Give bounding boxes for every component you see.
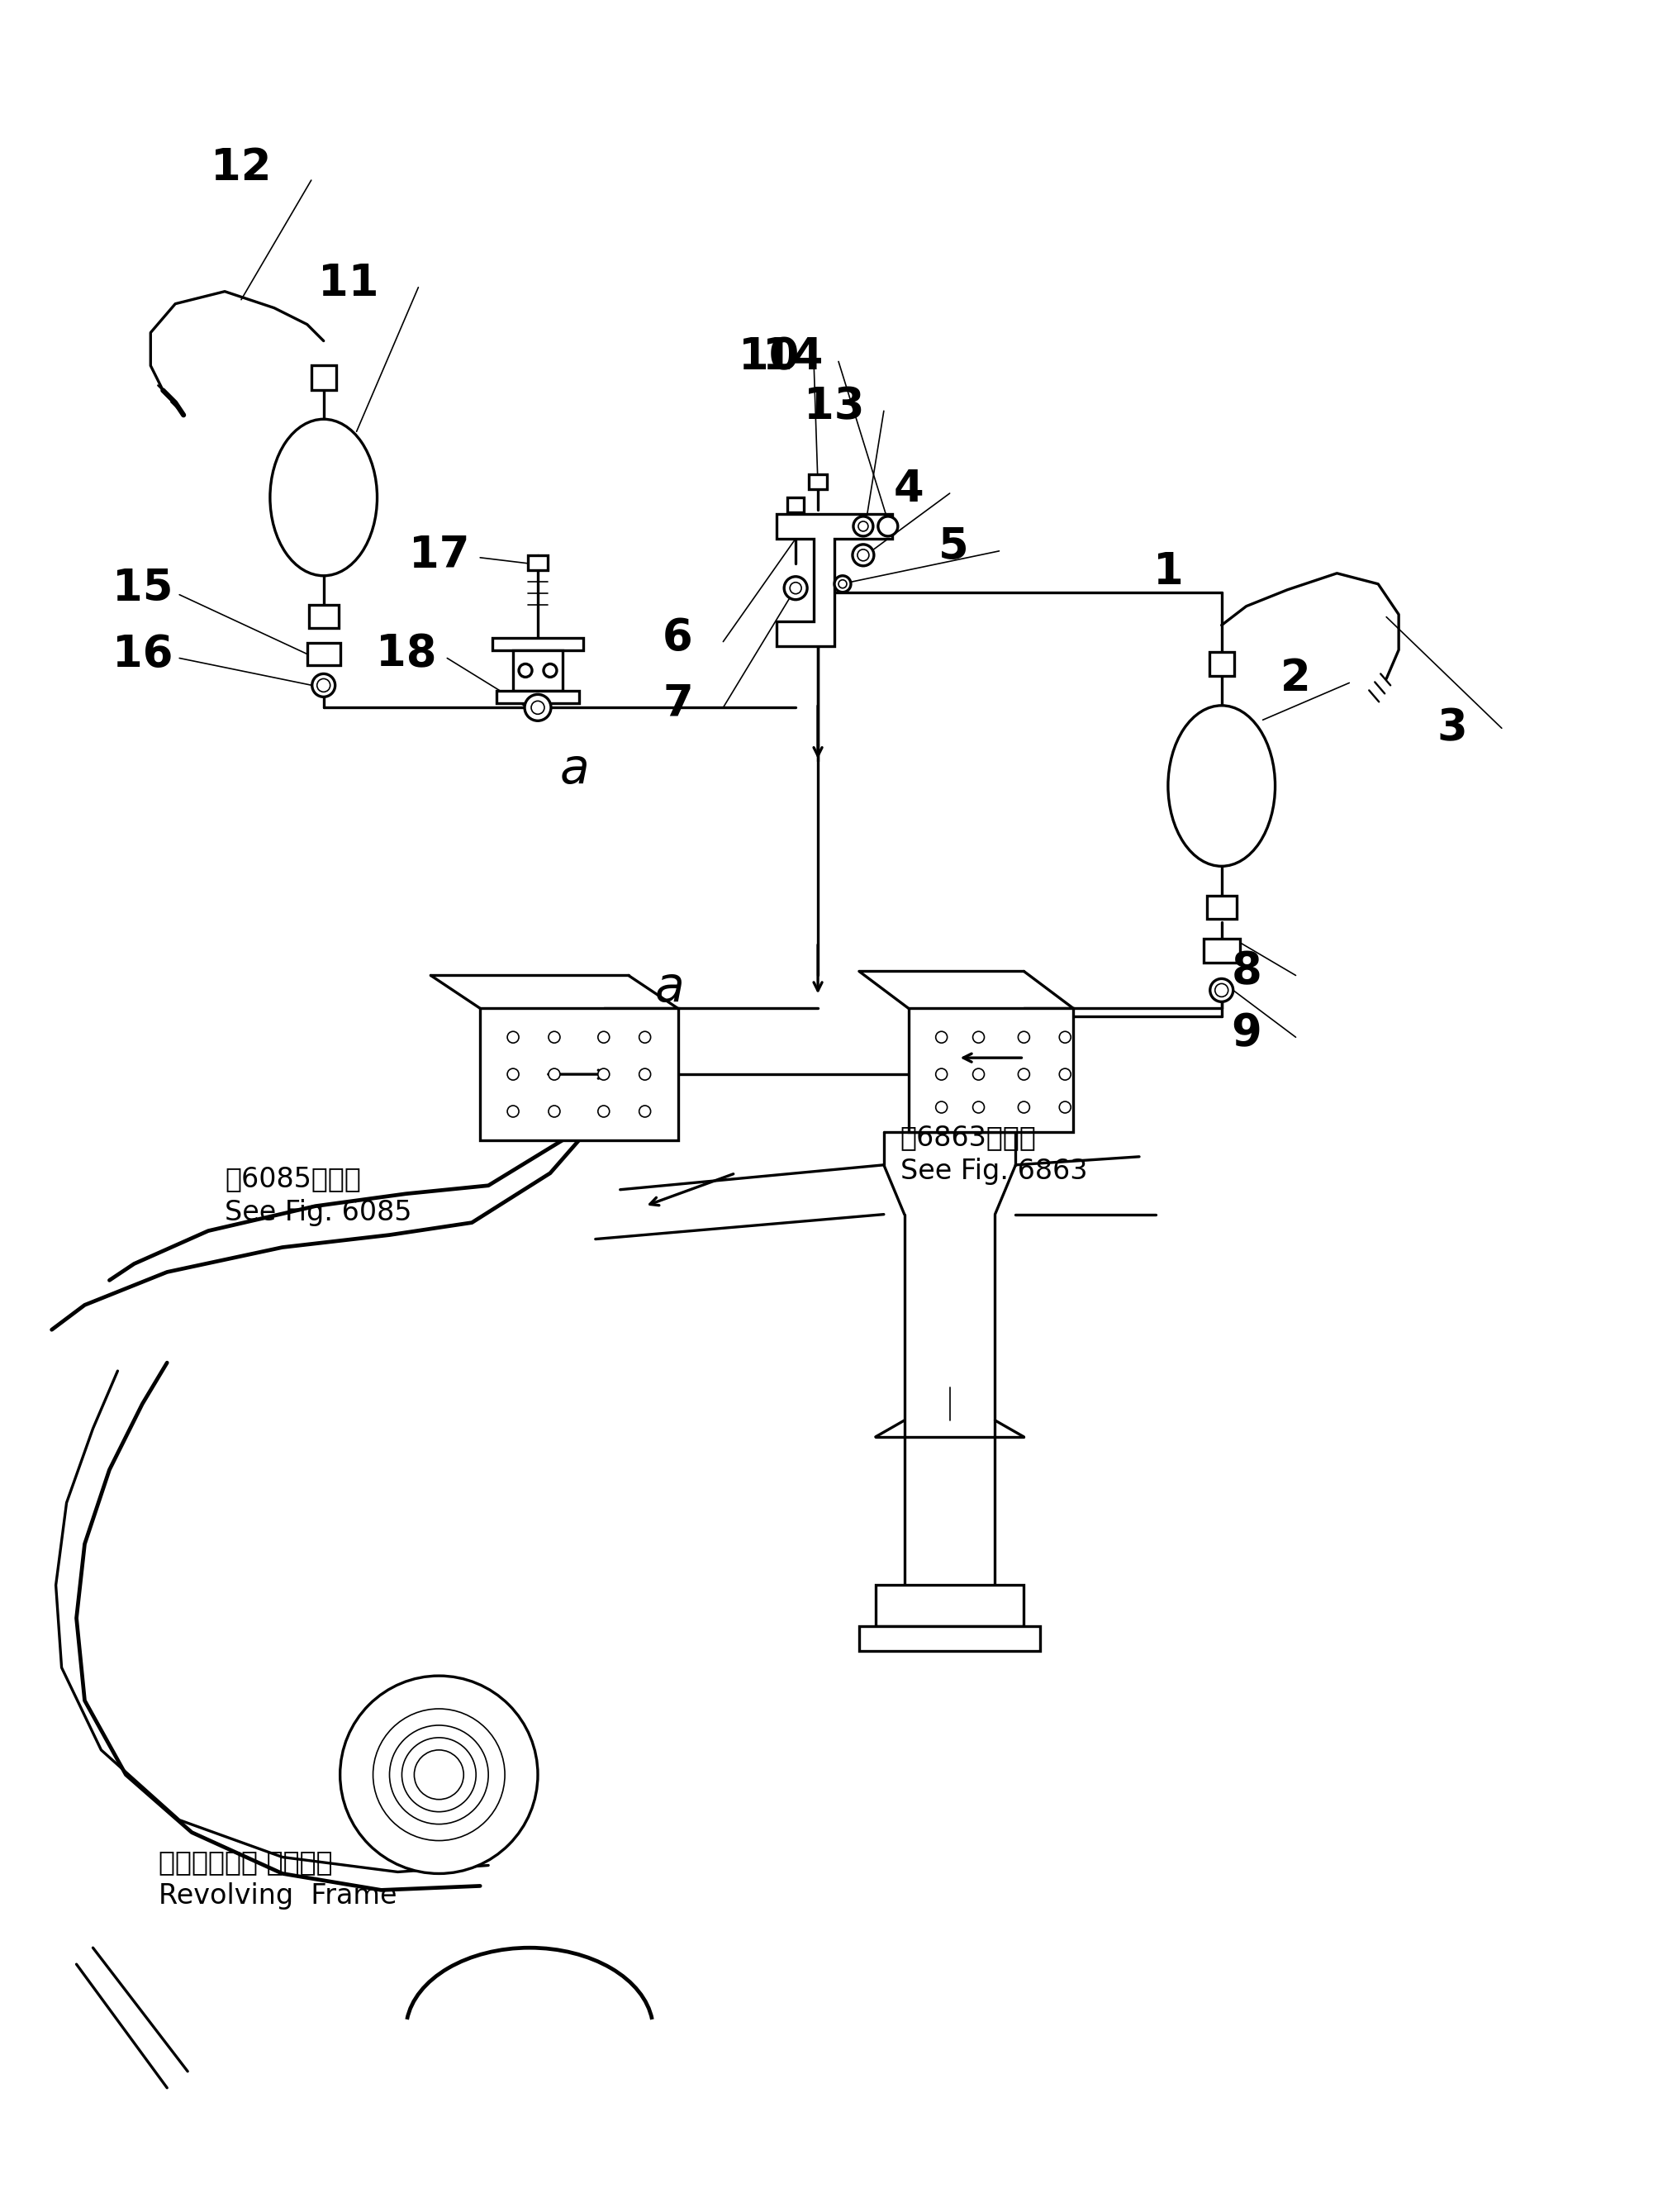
Text: 第6863図参照
See Fig. 6863: 第6863図参照 See Fig. 6863 [901,1124,1087,1186]
Circle shape [835,575,850,593]
Circle shape [543,664,557,677]
Text: 16: 16 [112,633,173,675]
Bar [513,650,562,690]
Circle shape [852,544,874,566]
Text: 6: 6 [662,617,693,659]
Bar [875,1586,1025,1626]
Circle shape [639,1031,651,1044]
Circle shape [639,1068,651,1079]
Circle shape [508,1106,518,1117]
Circle shape [312,675,335,697]
Circle shape [532,701,545,714]
Bar [1207,896,1236,918]
Ellipse shape [1169,706,1275,867]
Circle shape [1060,1068,1072,1079]
Bar [859,1626,1040,1650]
Circle shape [973,1068,984,1079]
Bar [480,1009,678,1139]
Text: 4: 4 [894,467,924,511]
Circle shape [518,664,532,677]
Circle shape [599,1031,609,1044]
Circle shape [1060,1031,1072,1044]
Text: 1: 1 [1152,551,1184,593]
Circle shape [340,1677,538,1874]
Circle shape [973,1102,984,1113]
Circle shape [1216,984,1228,998]
Bar [1204,938,1239,962]
Circle shape [525,695,552,721]
Text: 17: 17 [409,533,470,577]
Circle shape [857,549,869,562]
Circle shape [854,515,874,535]
Text: 9: 9 [1231,1011,1261,1055]
Circle shape [859,522,869,531]
Text: 14: 14 [763,336,823,378]
Bar [309,604,339,628]
Bar [312,365,335,389]
Text: 2: 2 [1281,657,1311,701]
Bar [808,473,827,489]
Bar [528,555,548,571]
Circle shape [936,1031,948,1044]
Circle shape [1018,1031,1030,1044]
Ellipse shape [270,418,377,575]
Bar [496,690,579,703]
Text: レボルビング フレーム
Revolving  Frame: レボルビング フレーム Revolving Frame [159,1849,397,1909]
Text: a: a [560,745,590,792]
Bar [909,1009,1073,1133]
Text: 7: 7 [662,681,693,726]
Circle shape [1211,978,1233,1002]
Text: a: a [654,964,684,1011]
Bar [307,641,340,666]
Circle shape [508,1068,518,1079]
Circle shape [1018,1102,1030,1113]
Circle shape [599,1106,609,1117]
Circle shape [508,1031,518,1044]
Circle shape [548,1068,560,1079]
Circle shape [639,1106,651,1117]
Circle shape [548,1106,560,1117]
Circle shape [548,1031,560,1044]
Circle shape [936,1068,948,1079]
Circle shape [372,1710,505,1840]
Circle shape [1060,1102,1072,1113]
Text: 15: 15 [112,566,173,611]
Bar [493,637,584,650]
Circle shape [838,580,847,588]
Text: 5: 5 [939,526,969,568]
Text: 8: 8 [1231,949,1261,993]
Text: 12: 12 [211,146,272,190]
Circle shape [1018,1068,1030,1079]
Circle shape [790,582,802,593]
Circle shape [879,515,897,535]
Circle shape [317,679,330,692]
Text: 第6085図参照
See Fig. 6085: 第6085図参照 See Fig. 6085 [225,1166,413,1225]
Text: 11: 11 [319,261,379,305]
Circle shape [936,1102,948,1113]
Text: 13: 13 [803,385,865,429]
Circle shape [599,1068,609,1079]
Text: 18: 18 [376,633,436,675]
Circle shape [973,1031,984,1044]
Text: 3: 3 [1437,706,1467,750]
Bar [1209,653,1234,677]
Polygon shape [776,513,892,646]
Bar [788,498,803,513]
Circle shape [785,577,807,599]
Text: 10: 10 [738,336,798,378]
